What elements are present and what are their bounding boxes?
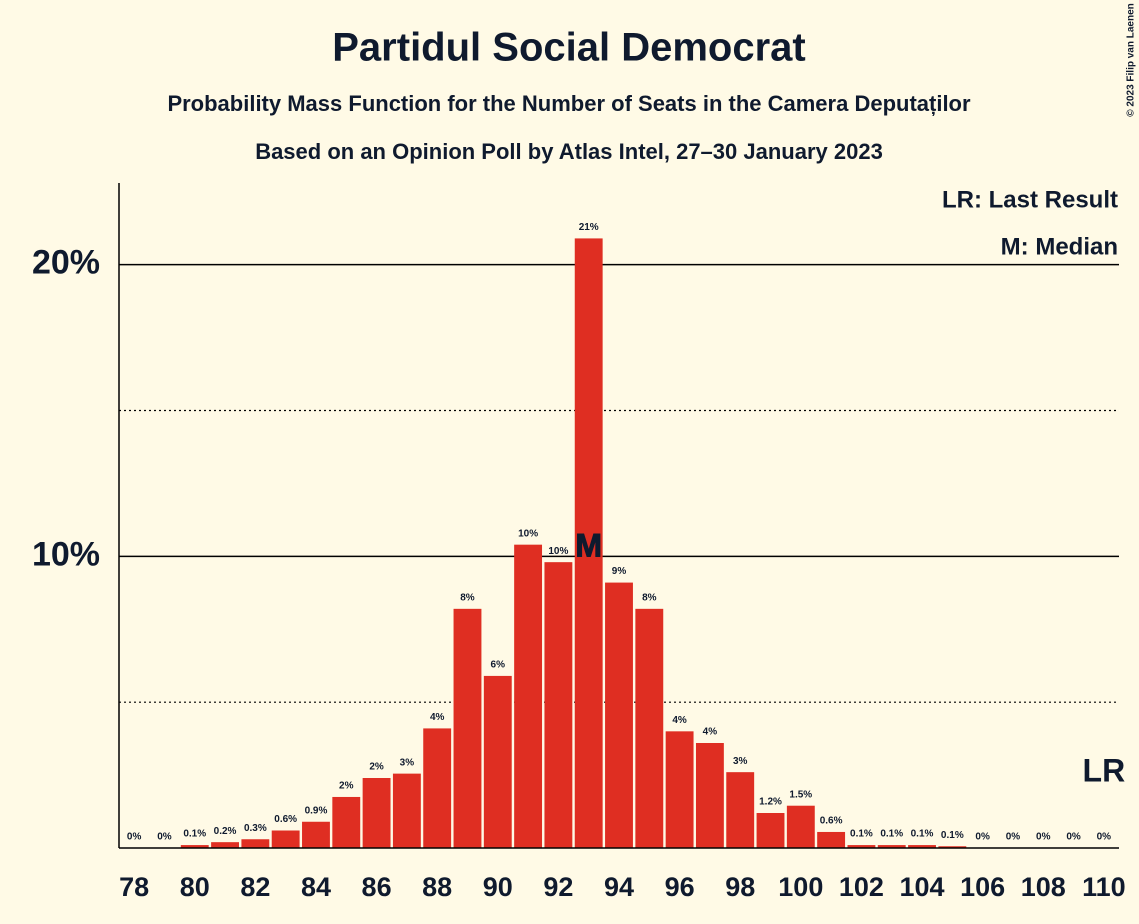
bar bbox=[332, 796, 361, 848]
value-label: 9% bbox=[612, 566, 627, 577]
x-tick-label: 94 bbox=[604, 872, 634, 902]
x-tick-label: 100 bbox=[778, 872, 823, 902]
bar bbox=[271, 830, 300, 848]
value-label: 8% bbox=[642, 592, 657, 603]
bar bbox=[241, 839, 270, 848]
value-label: 1.2% bbox=[759, 797, 782, 808]
bar bbox=[756, 813, 785, 848]
value-label: 0% bbox=[127, 832, 142, 843]
value-label: 0.1% bbox=[183, 829, 206, 840]
legend-entry: M: Median bbox=[1001, 233, 1118, 260]
x-tick-label: 110 bbox=[1082, 872, 1126, 902]
bar bbox=[877, 845, 906, 848]
value-label: 0% bbox=[975, 832, 990, 843]
value-label: 0% bbox=[1036, 832, 1051, 843]
chart-subtitle: Based on an Opinion Poll by Atlas Intel,… bbox=[255, 139, 883, 164]
value-label: 6% bbox=[491, 660, 506, 671]
legend-entry: LR: Last Result bbox=[942, 186, 1118, 213]
value-label: 3% bbox=[733, 756, 748, 767]
bar bbox=[544, 562, 573, 848]
chart-title: Partidul Social Democrat bbox=[332, 26, 805, 70]
bar bbox=[726, 772, 755, 848]
value-label: 0% bbox=[1097, 832, 1112, 843]
bar bbox=[362, 778, 391, 848]
bar bbox=[453, 608, 482, 848]
value-label: 4% bbox=[430, 712, 445, 723]
value-label: 1.5% bbox=[789, 789, 812, 800]
x-tick-label: 98 bbox=[725, 872, 755, 902]
value-label: 0.1% bbox=[941, 830, 964, 841]
value-label: 0.1% bbox=[850, 829, 873, 840]
bar bbox=[392, 773, 421, 848]
value-label: 21% bbox=[579, 222, 599, 233]
value-label: 0.6% bbox=[274, 814, 297, 825]
value-label: 0% bbox=[1066, 832, 1081, 843]
value-label: 2% bbox=[369, 762, 384, 773]
bar bbox=[514, 544, 543, 848]
value-label: 10% bbox=[548, 546, 568, 557]
x-tick-label: 84 bbox=[301, 872, 331, 902]
x-tick-label: 88 bbox=[422, 872, 452, 902]
x-tick-label: 102 bbox=[839, 872, 884, 902]
bar bbox=[817, 831, 846, 848]
x-tick-label: 104 bbox=[899, 872, 944, 902]
value-label: 3% bbox=[400, 757, 415, 768]
x-tick-label: 108 bbox=[1021, 872, 1066, 902]
value-label: 0.6% bbox=[820, 816, 843, 827]
x-tick-label: 92 bbox=[543, 872, 573, 902]
bar bbox=[847, 845, 876, 848]
bar bbox=[211, 842, 239, 848]
value-label: 0.2% bbox=[214, 826, 237, 837]
value-label: 8% bbox=[460, 592, 475, 603]
x-tick-label: 106 bbox=[960, 872, 1005, 902]
y-tick-label: 10% bbox=[32, 535, 100, 573]
median-marker: M bbox=[575, 527, 602, 563]
chart-subtitle: Probability Mass Function for the Number… bbox=[167, 91, 971, 116]
value-label: 0.3% bbox=[244, 823, 267, 834]
value-label: 2% bbox=[339, 781, 354, 792]
value-label: 0.1% bbox=[911, 829, 934, 840]
bar bbox=[908, 845, 936, 848]
x-tick-label: 78 bbox=[119, 872, 149, 902]
y-tick-label: 20% bbox=[32, 244, 100, 282]
value-label: 0% bbox=[1006, 832, 1021, 843]
x-tick-label: 96 bbox=[665, 872, 695, 902]
bar bbox=[938, 846, 967, 848]
value-label: 4% bbox=[672, 715, 687, 726]
bar bbox=[635, 608, 664, 848]
x-tick-label: 90 bbox=[483, 872, 513, 902]
x-tick-label: 82 bbox=[240, 872, 270, 902]
value-label: 0% bbox=[157, 832, 172, 843]
value-label: 10% bbox=[518, 528, 538, 539]
copyright: © 2023 Filip van Laenen bbox=[1126, 3, 1137, 117]
bar bbox=[605, 582, 633, 848]
x-tick-label: 80 bbox=[180, 872, 210, 902]
bar bbox=[423, 728, 452, 848]
value-label: 0.1% bbox=[880, 829, 903, 840]
bar bbox=[180, 845, 209, 848]
last-result-marker: LR bbox=[1083, 752, 1126, 788]
bar bbox=[665, 731, 694, 848]
bar bbox=[574, 238, 603, 848]
x-tick-label: 86 bbox=[362, 872, 392, 902]
value-label: 0.9% bbox=[305, 805, 328, 816]
bar bbox=[786, 805, 815, 848]
bar bbox=[302, 821, 330, 848]
bar bbox=[695, 743, 724, 848]
value-label: 4% bbox=[703, 727, 718, 738]
bar bbox=[483, 675, 512, 848]
